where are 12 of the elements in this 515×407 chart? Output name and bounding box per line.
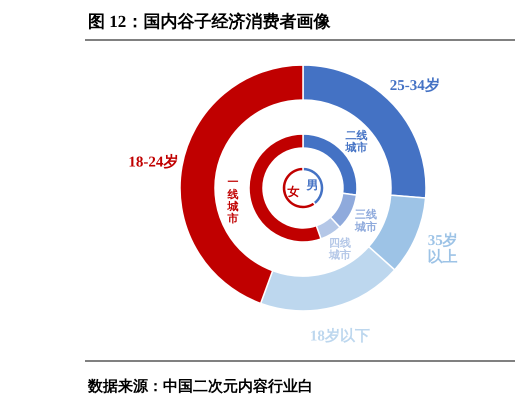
chart-title: 图 12：国内谷子经济消费者画像 xyxy=(88,12,332,31)
slice-label: 35岁以上 xyxy=(428,232,458,266)
slice-label: 18岁以下 xyxy=(310,328,370,345)
slice-label: 二线城市 xyxy=(344,129,368,154)
slice-label: 三线城市 xyxy=(354,208,378,234)
slice-label: 女 xyxy=(286,184,300,198)
slice-label: 男 xyxy=(306,178,319,192)
source-note: 数据来源：中国二次元内容行业白 xyxy=(87,377,313,395)
slice-label: 25-34岁 xyxy=(390,77,440,94)
slice-label: 18-24岁 xyxy=(128,154,178,171)
slice-label: 一线城市 xyxy=(226,176,239,225)
slice-label: 四线城市 xyxy=(328,236,351,262)
